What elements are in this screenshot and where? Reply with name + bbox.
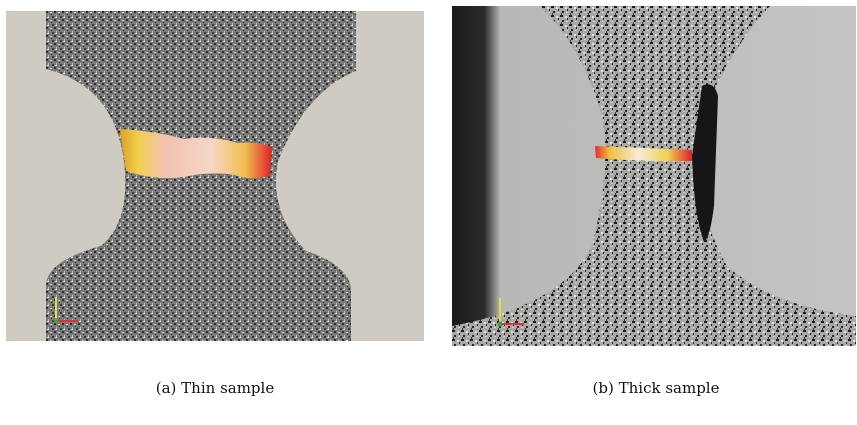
shadow-region	[692, 84, 718, 242]
z-axis-icon	[497, 321, 503, 327]
thick-sample-svg	[452, 6, 856, 346]
thin-sample-svg	[6, 11, 424, 341]
specimen-dogbone	[46, 11, 356, 341]
strain-band	[595, 146, 692, 162]
axes-triad	[53, 298, 78, 324]
strain-band	[120, 129, 272, 179]
axes-triad	[497, 298, 524, 327]
caption-thick-sample: (b) Thick sample	[592, 379, 720, 397]
thick-sample-image	[452, 6, 856, 346]
caption-thin-sample: (a) Thin sample	[155, 379, 275, 397]
specimen-dogbone	[452, 6, 856, 346]
thin-sample-image	[6, 11, 424, 341]
z-axis-icon	[53, 318, 59, 324]
